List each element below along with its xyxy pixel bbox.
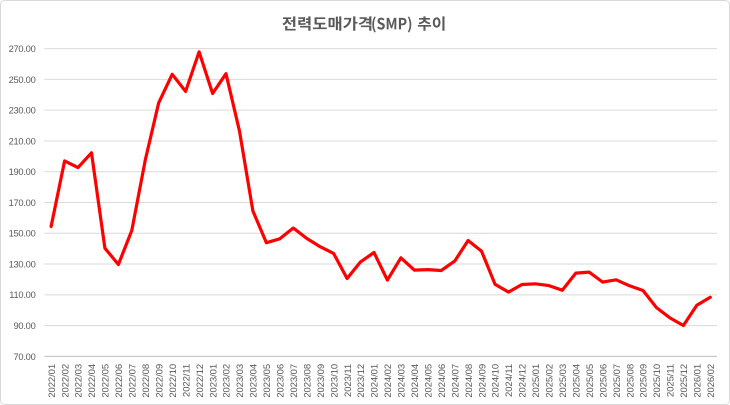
svg-text:2022/11: 2022/11 [181,364,192,397]
svg-text:2025/05: 2025/05 [585,364,596,398]
svg-text:2025/09: 2025/09 [639,364,650,398]
svg-text:2025/01: 2025/01 [531,364,542,398]
svg-text:2025/02: 2025/02 [545,364,556,398]
svg-text:230.00: 230.00 [9,106,36,116]
svg-text:150.00: 150.00 [9,229,36,239]
svg-text:2025/11: 2025/11 [666,364,677,397]
svg-text:2025/06: 2025/06 [598,364,609,398]
svg-text:2023/01: 2023/01 [208,364,219,398]
svg-text:2022/03: 2022/03 [74,364,85,398]
svg-text:2024/02: 2024/02 [383,364,394,398]
svg-text:2024/12: 2024/12 [518,364,529,398]
svg-text:2024/07: 2024/07 [450,364,461,398]
svg-text:2023/06: 2023/06 [276,364,287,398]
svg-text:2023/05: 2023/05 [262,364,273,398]
svg-text:2022/07: 2022/07 [128,364,139,398]
svg-text:2025/12: 2025/12 [679,364,690,398]
svg-text:2022/06: 2022/06 [114,364,125,398]
svg-text:2024/03: 2024/03 [397,364,408,398]
svg-text:110.00: 110.00 [9,290,35,300]
svg-text:2023/08: 2023/08 [302,364,313,398]
svg-text:210.00: 210.00 [9,136,36,146]
svg-text:2024/05: 2024/05 [424,364,435,398]
svg-text:2026/02: 2026/02 [706,364,717,398]
svg-text:70.00: 70.00 [13,352,35,362]
svg-text:2023/10: 2023/10 [329,364,340,398]
svg-text:270.00: 270.00 [9,44,36,54]
svg-text:2025/07: 2025/07 [612,364,623,398]
svg-text:2022/09: 2022/09 [154,364,165,398]
svg-text:2024/01: 2024/01 [370,364,381,398]
svg-text:2025/04: 2025/04 [572,364,583,398]
svg-text:2026/01: 2026/01 [693,364,704,398]
svg-text:2022/05: 2022/05 [101,364,112,398]
svg-text:2023/03: 2023/03 [235,364,246,398]
svg-text:2023/07: 2023/07 [289,364,300,398]
svg-text:2023/04: 2023/04 [249,364,260,398]
svg-text:170.00: 170.00 [9,198,36,208]
svg-text:130.00: 130.00 [9,259,36,269]
svg-text:2024/06: 2024/06 [437,364,448,398]
svg-text:2025/10: 2025/10 [652,364,663,398]
svg-text:250.00: 250.00 [9,75,36,85]
svg-text:2024/11: 2024/11 [504,364,515,397]
svg-text:2025/08: 2025/08 [625,364,636,398]
svg-text:2022/02: 2022/02 [60,364,71,398]
svg-text:2025/03: 2025/03 [558,364,569,398]
svg-text:2022/01: 2022/01 [47,364,58,398]
svg-text:2023/09: 2023/09 [316,364,327,398]
svg-text:2024/08: 2024/08 [464,364,475,398]
svg-text:2024/10: 2024/10 [491,364,502,398]
svg-text:190.00: 190.00 [9,167,36,177]
svg-text:2022/08: 2022/08 [141,364,152,398]
svg-text:2023/12: 2023/12 [356,364,367,398]
svg-text:2022/04: 2022/04 [87,364,98,398]
svg-text:2022/12: 2022/12 [195,364,206,398]
svg-text:2024/04: 2024/04 [410,364,421,398]
svg-text:2022/10: 2022/10 [168,364,179,398]
svg-text:2023/11: 2023/11 [343,364,354,397]
svg-text:2023/02: 2023/02 [222,364,233,398]
svg-text:2024/09: 2024/09 [477,364,488,398]
svg-text:90.00: 90.00 [13,321,35,331]
